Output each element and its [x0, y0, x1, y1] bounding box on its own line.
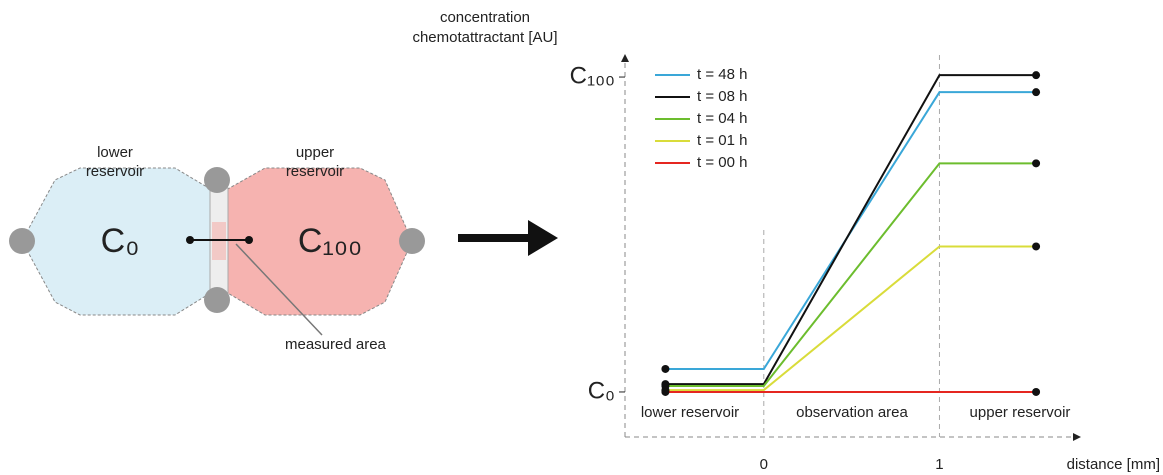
y-axis-label: chemotattractant [AU] — [412, 29, 557, 46]
x-tick-label: 0 — [760, 456, 768, 473]
end-point — [1032, 88, 1041, 97]
port — [399, 228, 425, 254]
port — [9, 228, 35, 254]
series-line — [665, 162, 1037, 387]
legend-label: t = 01 h — [697, 132, 747, 149]
pointer — [235, 243, 323, 336]
end-point — [1032, 242, 1041, 251]
concentration: C₀ — [101, 222, 140, 260]
legend-label: t = 08 h — [697, 88, 747, 105]
arrow — [458, 220, 558, 256]
label: lower — [97, 144, 133, 161]
end-point — [1032, 159, 1041, 168]
y-tick-label: C₀ — [588, 377, 615, 404]
region-label: lower reservoir — [641, 404, 739, 421]
end-point — [661, 364, 670, 373]
series-line — [665, 245, 1037, 392]
port — [204, 167, 230, 193]
region-label: upper reservoir — [970, 404, 1071, 421]
label: reservoir — [286, 163, 344, 180]
label: upper — [296, 144, 334, 161]
y-tick-label: C₁₀₀ — [570, 62, 615, 89]
x-axis-label: distance [mm] — [1067, 456, 1160, 473]
measure-end — [245, 236, 253, 244]
end-point — [1032, 387, 1041, 396]
end-point — [1032, 71, 1041, 80]
concentration: C₁₀₀ — [298, 222, 362, 260]
end-point — [661, 387, 670, 396]
series-line — [665, 74, 1037, 386]
label: measured area — [285, 336, 387, 353]
region-label: observation area — [796, 404, 908, 421]
x-tick-label: 1 — [935, 456, 943, 473]
port — [204, 287, 230, 313]
y-axis-label: concentration — [440, 9, 530, 26]
legend-label: t = 04 h — [697, 110, 747, 127]
measure-end — [186, 236, 194, 244]
legend-label: t = 00 h — [697, 154, 747, 171]
label: reservoir — [86, 163, 144, 180]
legend-label: t = 48 h — [697, 66, 747, 83]
